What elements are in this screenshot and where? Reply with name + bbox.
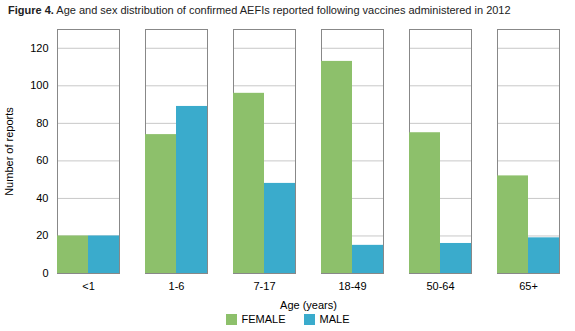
svg-text:1-6: 1-6: [169, 280, 185, 292]
html-text:MALE: MALE: [319, 313, 350, 325]
svg-text:7-17: 7-17: [253, 280, 275, 292]
html-text:FEMALE: FEMALE: [241, 313, 286, 325]
svg-text:120: 120: [30, 42, 48, 54]
svg-text:50-64: 50-64: [426, 280, 454, 292]
svg-text:Age (years): Age (years): [280, 299, 337, 311]
svg-text:40: 40: [36, 192, 48, 204]
svg-text:20: 20: [36, 229, 48, 241]
svg-text:80: 80: [36, 117, 48, 129]
svg-text:<1: <1: [82, 280, 95, 292]
svg-text:0: 0: [42, 267, 48, 279]
svg-text:18-49: 18-49: [338, 280, 366, 292]
svg-text:Number of reports: Number of reports: [3, 107, 15, 196]
svg-text:60: 60: [36, 154, 48, 166]
svg-text:65+: 65+: [519, 280, 538, 292]
svg-text:100: 100: [30, 79, 48, 91]
html-text:Figure 4. Age and sex distribu: Figure 4. Age and sex distribution of co…: [8, 4, 511, 16]
